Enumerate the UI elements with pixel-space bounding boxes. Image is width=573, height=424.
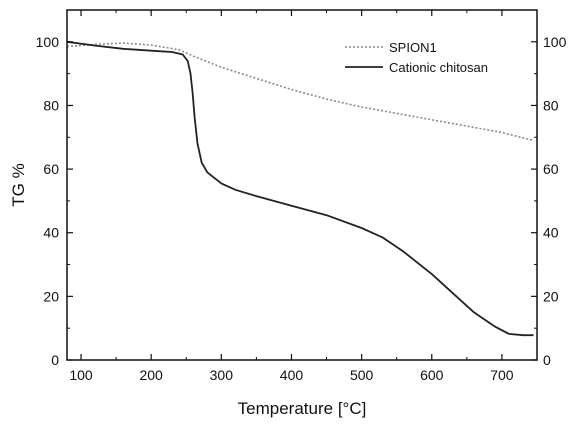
y-axis-title: TG % <box>9 163 28 206</box>
legend: SPION1 Cationic chitosan <box>345 40 488 75</box>
y-tick-label: 20 <box>43 288 59 304</box>
x-tick-label: 100 <box>69 367 93 383</box>
y-tick-label: 80 <box>43 97 59 113</box>
x-tick-label: 400 <box>280 367 304 383</box>
legend-label-spion1: SPION1 <box>389 40 437 55</box>
y-tick-label: 100 <box>36 34 60 50</box>
x-tick-label: 600 <box>420 367 444 383</box>
x-tick-label: 700 <box>490 367 514 383</box>
right-y-tick-label: 100 <box>543 34 567 50</box>
right-y-tick-label: 0 <box>543 352 551 368</box>
legend-label-cationic-chitosan: Cationic chitosan <box>389 60 488 75</box>
series-line-spion1 <box>66 42 534 142</box>
right-y-tick-label: 80 <box>543 97 559 113</box>
series-line-cationic-chitosan <box>66 40 534 337</box>
right-y-tick-label: 40 <box>543 225 559 241</box>
right-y-tick-label: 20 <box>543 288 559 304</box>
series-layer <box>66 40 534 337</box>
axes-layer: 100 200 300 400 500 600 700 0 20 40 60 80 100 0 20 40 60… <box>36 10 567 383</box>
y-tick-label: 40 <box>43 225 59 241</box>
plot-frame <box>66 9 538 361</box>
x-tick-label: 500 <box>350 367 374 383</box>
right-y-tick-label: 60 <box>543 161 559 177</box>
x-tick-label: 200 <box>139 367 163 383</box>
y-tick-label: 0 <box>51 352 59 368</box>
y-tick-label: 60 <box>43 161 59 177</box>
x-tick-label: 300 <box>210 367 234 383</box>
x-axis-title: Temperature [°C] <box>238 399 367 418</box>
